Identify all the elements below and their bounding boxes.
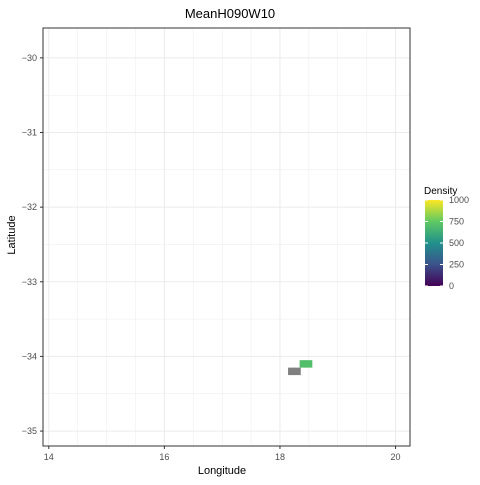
heatmap-cells [288, 360, 313, 376]
legend-tick-label: 750 [449, 217, 464, 227]
legend-tick-label: 250 [449, 260, 464, 270]
x-axis: 14 16 18 20 [44, 446, 401, 462]
x-tick-label: 14 [44, 452, 54, 462]
chart-title: MeanH090W10 [185, 6, 275, 21]
y-tick-label: −34 [22, 351, 37, 361]
legend-tick-label: 1000 [449, 195, 469, 205]
y-axis: −30 −31 −32 −33 −34 −35 [22, 53, 43, 436]
y-tick-label: −32 [22, 202, 37, 212]
legend-ticks: 0 250 500 750 1000 [425, 195, 469, 291]
legend: Density 0 250 500 750 1000 [424, 186, 469, 291]
legend-tick-label: 500 [449, 238, 464, 248]
y-axis-label: Latitude [6, 215, 18, 254]
x-tick-label: 16 [159, 452, 169, 462]
y-tick-label: −30 [22, 53, 37, 63]
x-tick-label: 20 [391, 452, 401, 462]
legend-title: Density [424, 186, 457, 197]
panel-border [42, 27, 411, 447]
x-axis-label: Longitude [198, 465, 246, 477]
heatmap-cell [293, 367, 301, 376]
y-tick-label: −35 [22, 426, 37, 436]
y-tick-label: −31 [22, 128, 37, 138]
x-tick-label: 18 [275, 452, 285, 462]
grid [43, 28, 410, 446]
legend-colorbar [425, 200, 443, 286]
heatmap-cell [288, 367, 295, 376]
legend-tick-label: 0 [449, 281, 454, 291]
y-tick-label: −33 [22, 277, 37, 287]
heatmap-cell [305, 360, 313, 368]
heatmap-cell [299, 360, 307, 368]
